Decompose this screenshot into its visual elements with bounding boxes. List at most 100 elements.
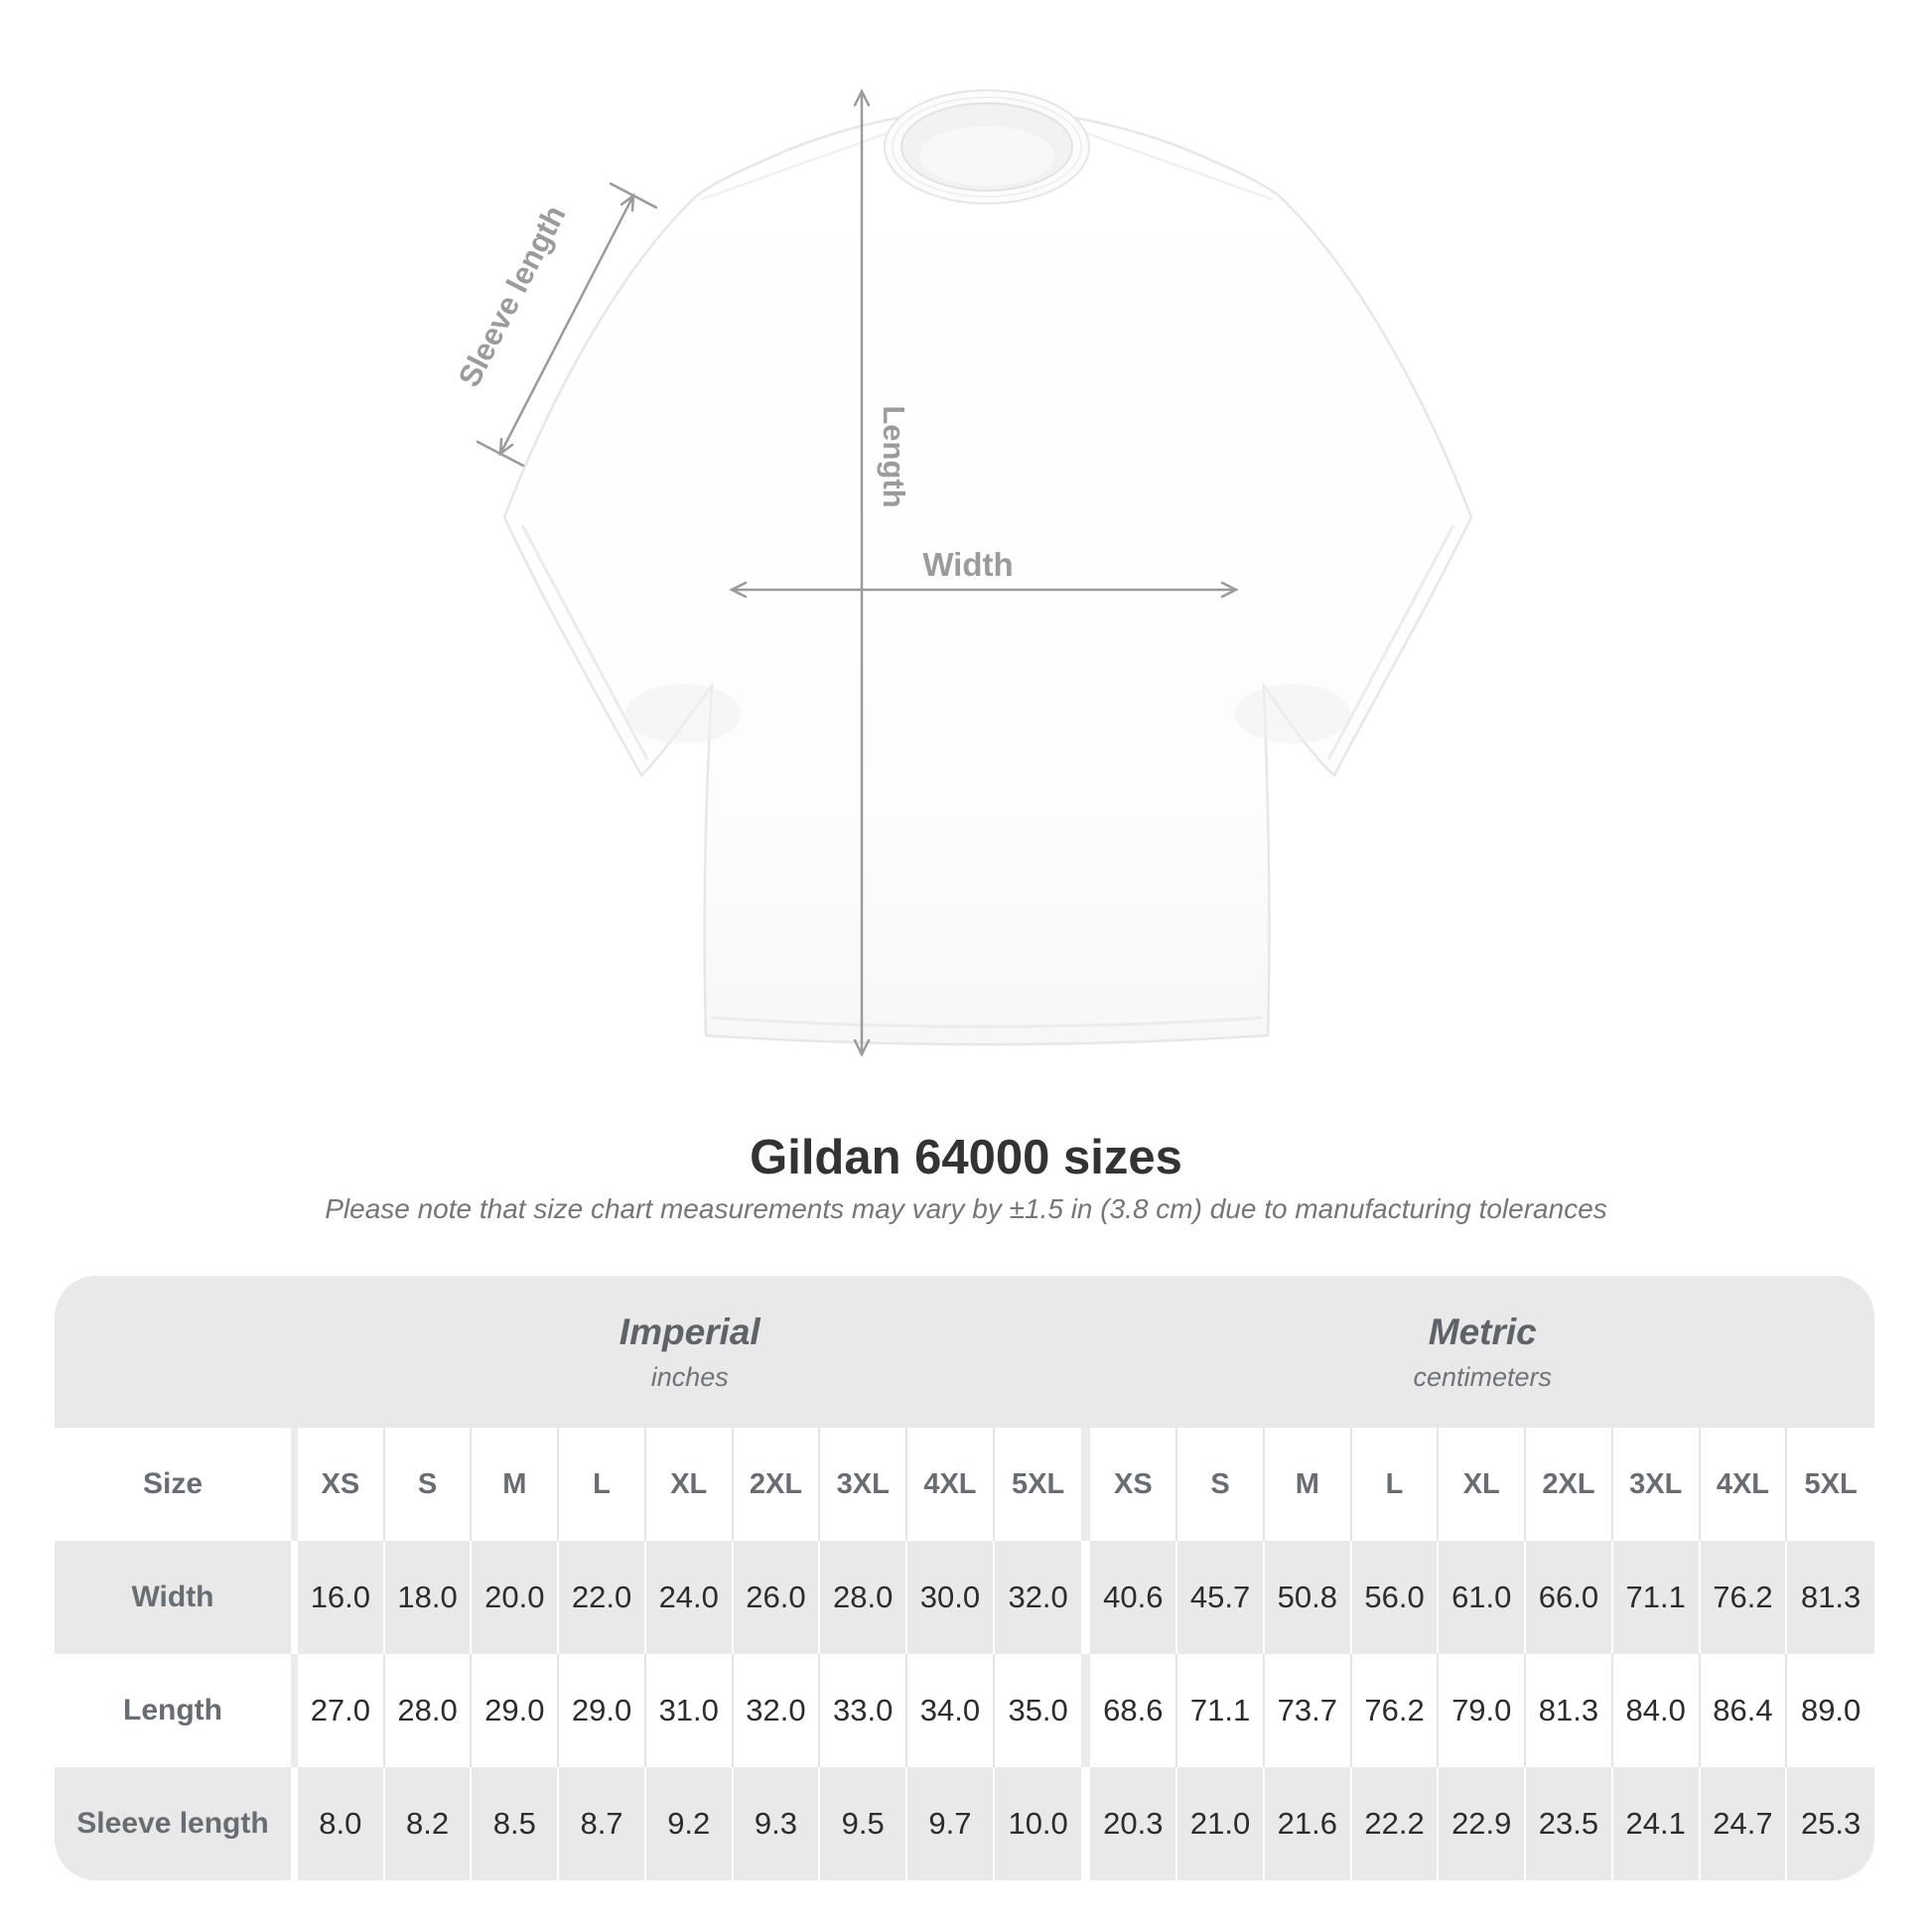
size-column-label: Size <box>142 1467 204 1500</box>
width-dimension-line <box>729 581 1239 599</box>
row-label: Length <box>123 1694 222 1726</box>
metric-value: 81.3 <box>1800 1580 1862 1614</box>
metric-size-header: 2XL <box>1526 1428 1613 1541</box>
imperial-value: 28.0 <box>820 1541 908 1654</box>
imperial-value: 8.2 <box>385 1767 473 1880</box>
metric-value: 81.3 <box>1526 1654 1613 1767</box>
measurement-row: Sleeve length 8.0 8.2 8.5 8.7 9.2 9.3 9.5 9.7 10.… <box>55 1767 1874 1880</box>
imperial-value: 8.5 <box>472 1767 560 1880</box>
sleeve-dimension-line <box>476 182 658 468</box>
label-column-gap <box>291 1767 298 1880</box>
metric-size-header: XL <box>1439 1428 1527 1541</box>
imperial-value: 9.2 <box>646 1767 734 1880</box>
imperial-value: 30.0 <box>907 1541 995 1654</box>
imperial-header: Imperial inches <box>298 1276 1082 1428</box>
label-column-gap <box>291 1428 298 1541</box>
metric-value: 66.0 <box>1526 1541 1613 1654</box>
imperial-size-header: 2XL <box>734 1428 821 1541</box>
metric-value: 76.2 <box>1701 1541 1788 1654</box>
metric-value: 25.3 <box>1800 1806 1862 1841</box>
collar <box>884 89 1090 205</box>
measurement-row: Width 16.0 18.0 20.0 22.0 24.0 26.0 28.0 30.0 32.… <box>55 1541 1874 1654</box>
unit-group-gap <box>1081 1767 1091 1880</box>
imperial-value: 33.0 <box>820 1654 908 1767</box>
imperial-value: 31.0 <box>646 1654 734 1767</box>
width-label: Width <box>922 546 1013 583</box>
imperial-value: 24.0 <box>646 1541 734 1654</box>
hem-stitch <box>710 1016 1264 1029</box>
metric-unit: centimeters <box>1413 1361 1553 1392</box>
imperial-value: 29.0 <box>559 1654 646 1767</box>
metric-size-header: M <box>1265 1428 1352 1541</box>
length-dimension-line <box>853 88 871 1057</box>
row-label: Sleeve length <box>76 1807 269 1840</box>
metric-value: 21.6 <box>1265 1767 1352 1880</box>
size-chart-grid: Size XS S M L XL 2XL 3XL 4XL 5XL XS S M L XL 2XL 3XL 4XL 5… <box>55 1428 1874 1880</box>
metric-value: 71.1 <box>1177 1654 1265 1767</box>
imperial-size-header: 4XL <box>907 1428 995 1541</box>
metric-size-header: 3XL <box>1613 1428 1701 1541</box>
metric-size-header: L <box>1352 1428 1440 1541</box>
unit-group-gap <box>1081 1428 1091 1541</box>
tshirt-diagram: Sleeve length Length Width <box>417 55 1509 1117</box>
right-shoulder-seam <box>1065 124 1274 202</box>
tshirt-body <box>502 89 1473 1046</box>
imperial-value: 34.0 <box>907 1654 995 1767</box>
unit-header-row: Imperial inches Metric centimeters <box>55 1276 1874 1428</box>
metric-value: 50.8 <box>1265 1541 1352 1654</box>
metric-value: 20.3 <box>1090 1767 1178 1880</box>
metric-header: Metric centimeters <box>1091 1276 1875 1428</box>
left-cuff-seam <box>520 524 649 760</box>
metric-value: 89.0 <box>1800 1693 1862 1727</box>
right-underarm-shadow <box>1235 684 1350 744</box>
length-label: Length <box>877 405 911 507</box>
metric-size-header: 4XL <box>1701 1428 1788 1541</box>
imperial-value: 26.0 <box>734 1541 821 1654</box>
imperial-size-header: 5XL <box>1012 1467 1065 1500</box>
metric-value: 56.0 <box>1352 1541 1440 1654</box>
size-chart-table: Imperial inches Metric centimeters Size X… <box>55 1276 1874 1880</box>
imperial-value: 8.0 <box>298 1767 385 1880</box>
page-title: Gildan 64000 sizes <box>750 1131 1182 1184</box>
imperial-value: 22.0 <box>559 1541 646 1654</box>
size-header-row: Size XS S M L XL 2XL 3XL 4XL 5XL XS S M L XL 2XL 3XL 4XL 5… <box>55 1428 1874 1541</box>
imperial-value: 16.0 <box>298 1541 385 1654</box>
metric-value: 76.2 <box>1352 1654 1440 1767</box>
imperial-value: 29.0 <box>472 1654 560 1767</box>
measurement-row: Length 27.0 28.0 29.0 29.0 31.0 32.0 33.0 34.0 35… <box>55 1654 1874 1767</box>
unit-band-corner <box>55 1276 298 1428</box>
sleeve-length-label: Sleeve length <box>452 200 573 392</box>
metric-value: 22.2 <box>1352 1767 1440 1880</box>
label-column-gap <box>291 1541 298 1654</box>
imperial-value: 9.3 <box>734 1767 821 1880</box>
imperial-value: 10.0 <box>1008 1806 1068 1841</box>
imperial-value: 28.0 <box>385 1654 473 1767</box>
metric-value: 61.0 <box>1439 1541 1527 1654</box>
unit-group-gap <box>1081 1654 1091 1767</box>
metric-size-header: 5XL <box>1804 1467 1858 1500</box>
imperial-value: 27.0 <box>298 1654 385 1767</box>
metric-value: 40.6 <box>1090 1541 1178 1654</box>
imperial-unit: inches <box>650 1361 729 1392</box>
imperial-value: 8.7 <box>559 1767 646 1880</box>
metric-size-header: XS <box>1090 1428 1178 1541</box>
left-underarm-shadow <box>625 684 741 744</box>
imperial-value: 32.0 <box>734 1654 821 1767</box>
imperial-size-header: 3XL <box>820 1428 908 1541</box>
imperial-value: 35.0 <box>1008 1693 1068 1727</box>
metric-value: 79.0 <box>1439 1654 1527 1767</box>
metric-value: 24.7 <box>1701 1767 1788 1880</box>
tshirt-illustration: Sleeve length Length Width <box>452 88 1473 1057</box>
metric-value: 23.5 <box>1526 1767 1613 1880</box>
metric-title: Metric <box>1428 1311 1537 1352</box>
imperial-size-header: XS <box>298 1428 385 1541</box>
imperial-value: 9.5 <box>820 1767 908 1880</box>
imperial-size-header: M <box>472 1428 560 1541</box>
metric-size-header: S <box>1177 1428 1265 1541</box>
metric-value: 73.7 <box>1265 1654 1352 1767</box>
unit-group-gap <box>1081 1541 1091 1654</box>
imperial-size-header: S <box>385 1428 473 1541</box>
metric-value: 71.1 <box>1613 1541 1701 1654</box>
metric-value: 24.1 <box>1613 1767 1701 1880</box>
unit-band-divider <box>1082 1276 1091 1428</box>
